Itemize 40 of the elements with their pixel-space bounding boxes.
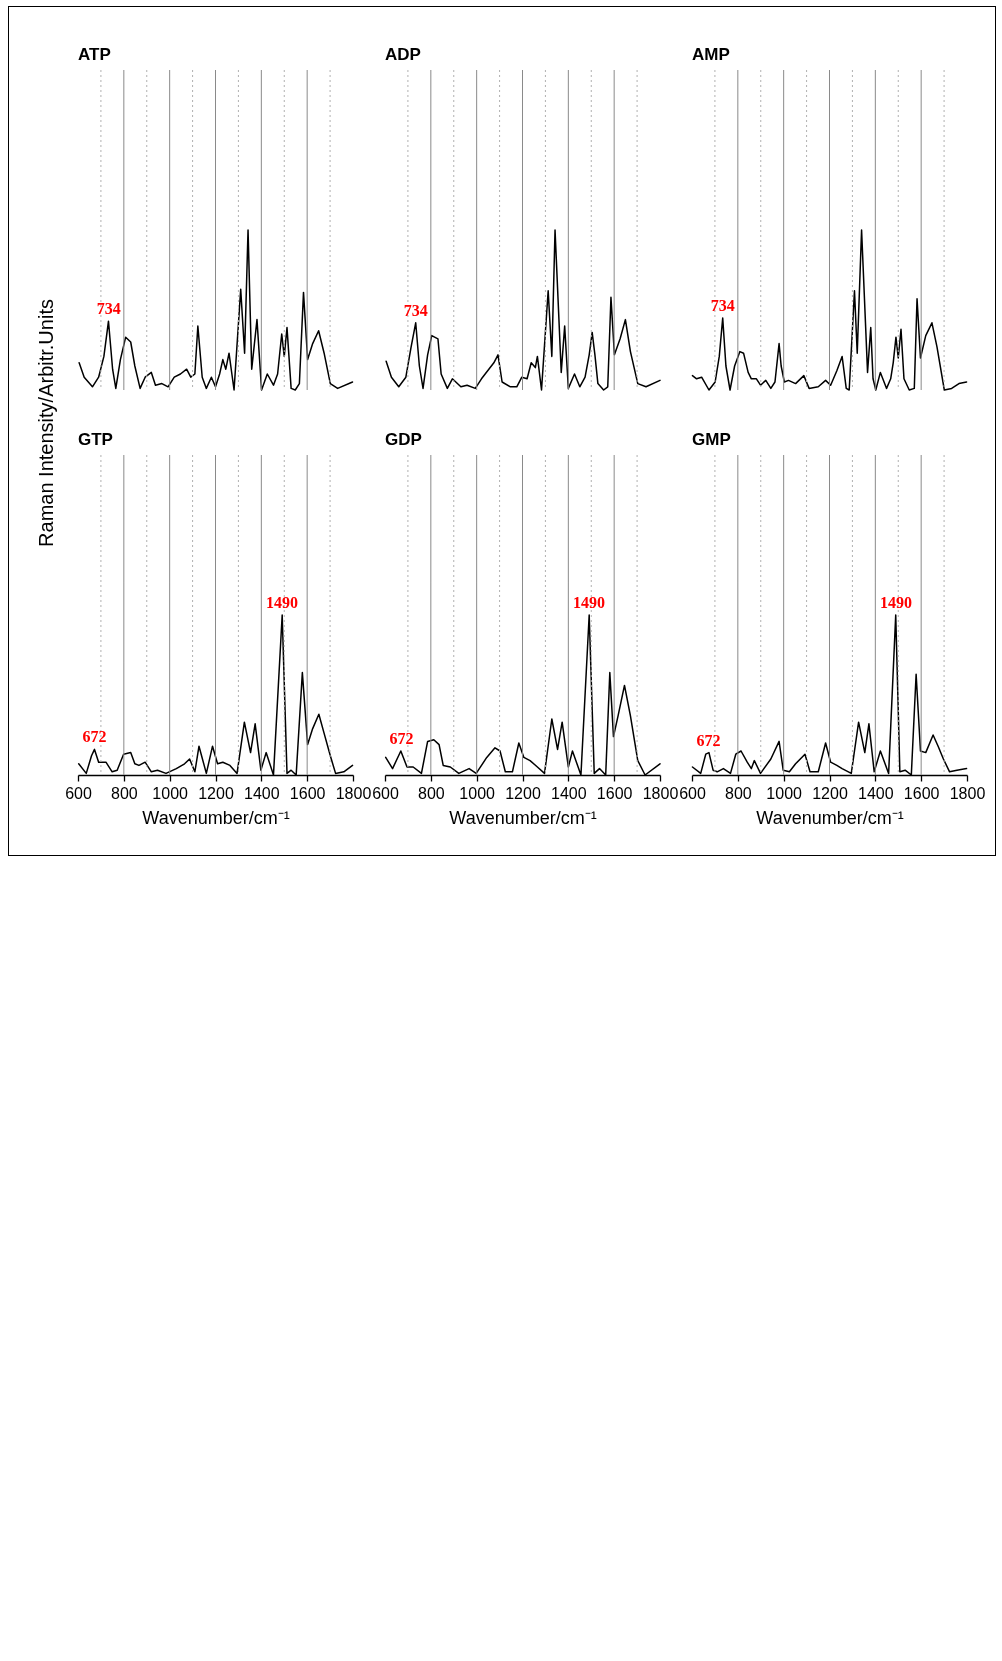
x-tick-label: 600 (372, 784, 399, 802)
annotation: 734 (403, 301, 428, 319)
x-tick-label: 1200 (198, 784, 234, 802)
x-tick-label: 1000 (459, 784, 496, 802)
chart-title: AMP (692, 44, 730, 64)
x-tick-label: 1200 (812, 784, 848, 802)
annotation: 672 (696, 731, 721, 749)
chart-title: GTP (78, 429, 113, 449)
x-tick-label: 1600 (289, 784, 326, 802)
chart-title: ADP (385, 44, 421, 64)
x-tick-label: 800 (110, 784, 138, 802)
chart-title: ATP (78, 44, 111, 64)
annotation: 734 (96, 300, 121, 318)
x-axis-title: Wavenumber/cm⁻¹ (756, 807, 904, 828)
x-axis-title: Wavenumber/cm⁻¹ (449, 807, 597, 828)
x-tick-label: 800 (724, 784, 752, 802)
annotation: 1490 (572, 594, 605, 611)
x-tick-label: 1800 (642, 784, 679, 802)
x-axis-title: Wavenumber/cm⁻¹ (142, 807, 290, 828)
annotation: 734 (710, 297, 735, 314)
x-tick-label: 1400 (244, 784, 280, 802)
x-tick-label: 1600 (903, 784, 940, 802)
x-tick-label: 1400 (858, 784, 894, 802)
x-tick-label: 800 (417, 784, 445, 802)
x-tick-label: 600 (65, 784, 92, 802)
x-tick-label: 1800 (949, 784, 986, 802)
x-tick-label: 1600 (596, 784, 633, 802)
chart-title: GDP (385, 429, 422, 449)
x-tick-label: 1400 (551, 784, 587, 802)
x-tick-label: 1800 (335, 784, 372, 802)
annotation: 672 (389, 730, 414, 747)
annotation: 1490 (879, 594, 912, 611)
annotation: 672 (82, 728, 107, 746)
chart-title: GMP (692, 429, 731, 449)
annotation: 1490 (265, 594, 298, 611)
x-tick-label: 1000 (766, 784, 803, 802)
y-axis-title: Raman Intensity/Arbitr.Units (34, 299, 57, 547)
x-tick-label: 1200 (505, 784, 541, 802)
x-tick-label: 1000 (152, 784, 189, 802)
x-tick-label: 600 (679, 784, 706, 802)
